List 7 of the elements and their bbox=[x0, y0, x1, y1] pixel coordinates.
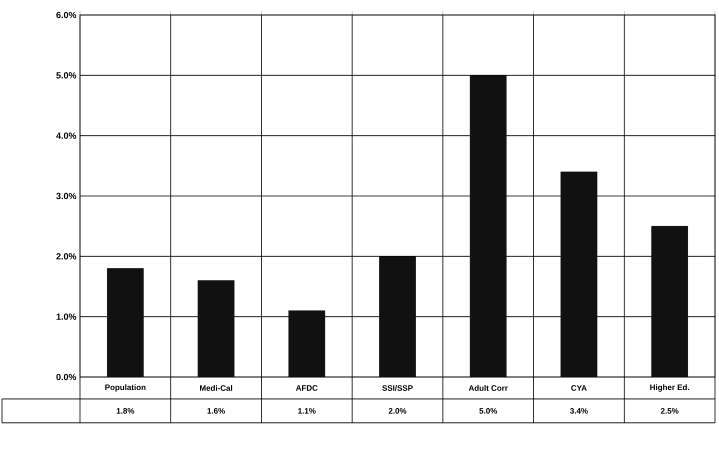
y-tick-label: 4.0% bbox=[56, 132, 76, 139]
y-tick-label: 2.0% bbox=[56, 253, 76, 260]
y-tick-label: 6.0% bbox=[56, 12, 76, 18]
y-tick-label: 3.0% bbox=[56, 192, 76, 200]
y-tick-label: 1.0% bbox=[56, 313, 76, 320]
y-tick-label: 5.0% bbox=[56, 72, 76, 79]
y-tick-label: 0.0% bbox=[56, 374, 76, 380]
